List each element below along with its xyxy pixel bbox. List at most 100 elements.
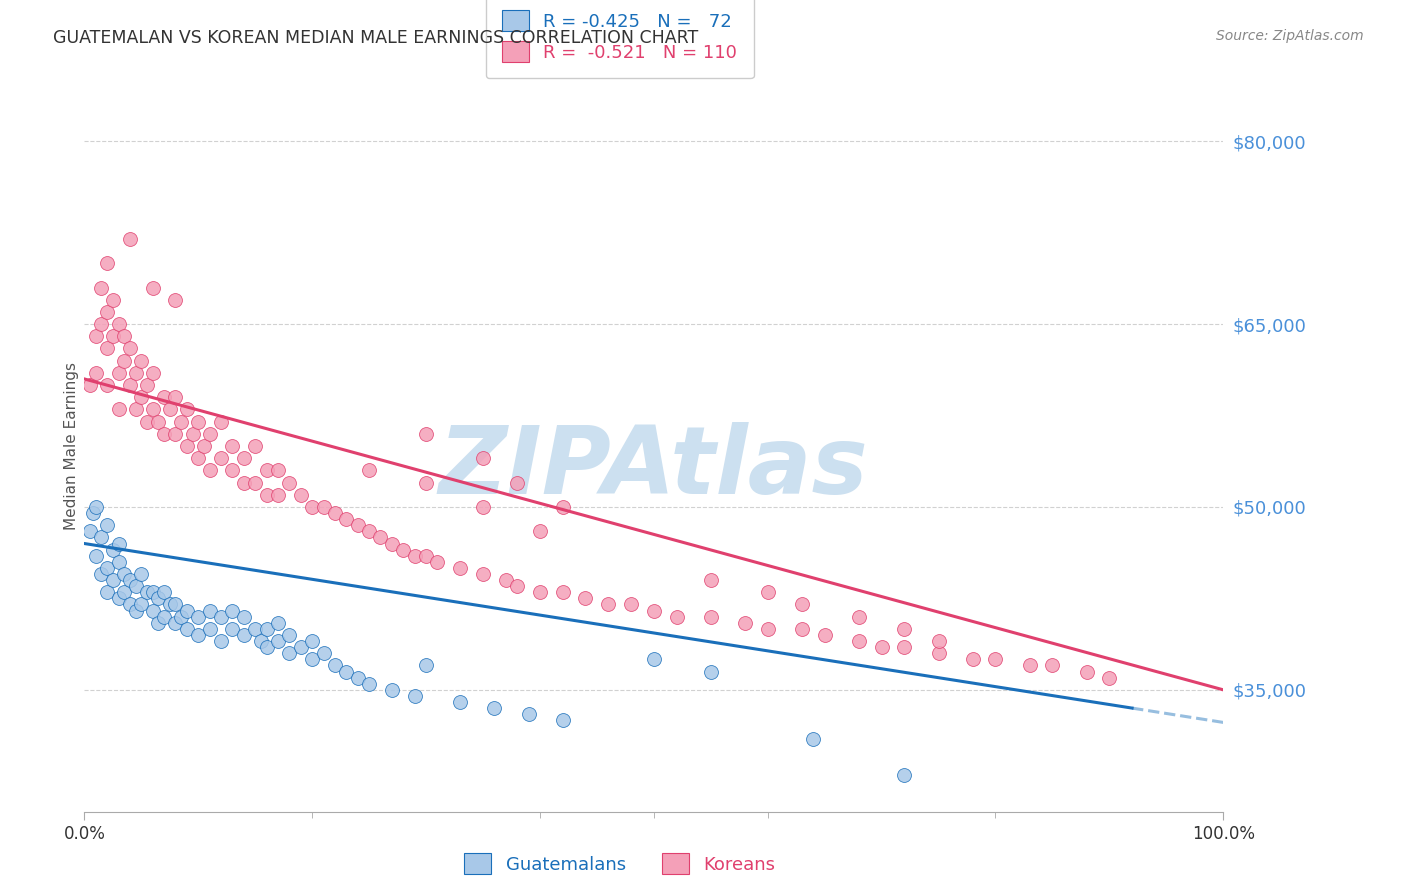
- Point: [79, 378, 101, 392]
- Point: [848, 609, 870, 624]
- Point: [90, 317, 112, 331]
- Point: [392, 542, 415, 557]
- Point: [153, 390, 176, 404]
- Point: [221, 603, 243, 617]
- Point: [187, 415, 209, 429]
- Point: [928, 634, 950, 648]
- Point: [153, 609, 176, 624]
- Point: [165, 426, 187, 441]
- Point: [278, 646, 301, 660]
- Y-axis label: Median Male Earnings: Median Male Earnings: [63, 362, 79, 530]
- Point: [814, 628, 837, 642]
- Point: [176, 439, 198, 453]
- Point: [245, 439, 267, 453]
- Point: [301, 500, 323, 514]
- Point: [700, 609, 723, 624]
- Point: [79, 524, 101, 539]
- Point: [193, 439, 215, 453]
- Point: [250, 634, 273, 648]
- Point: [221, 463, 243, 477]
- Point: [136, 415, 159, 429]
- Point: [643, 603, 665, 617]
- Text: Source: ZipAtlas.com: Source: ZipAtlas.com: [1216, 29, 1364, 43]
- Point: [142, 280, 165, 294]
- Point: [112, 585, 135, 599]
- Point: [256, 622, 278, 636]
- Point: [256, 640, 278, 655]
- Point: [82, 506, 104, 520]
- Point: [598, 598, 620, 612]
- Point: [700, 573, 723, 587]
- Point: [198, 426, 221, 441]
- Point: [136, 378, 159, 392]
- Point: [643, 652, 665, 666]
- Point: [90, 567, 112, 582]
- Point: [148, 615, 170, 630]
- Point: [176, 622, 198, 636]
- Point: [96, 305, 118, 319]
- Point: [267, 463, 290, 477]
- Point: [620, 598, 643, 612]
- Point: [312, 646, 335, 660]
- Point: [290, 640, 312, 655]
- Point: [142, 402, 165, 417]
- Point: [148, 591, 170, 606]
- Point: [335, 665, 357, 679]
- Point: [756, 622, 779, 636]
- Point: [893, 768, 915, 782]
- Point: [187, 628, 209, 642]
- Point: [198, 622, 221, 636]
- Point: [801, 731, 824, 746]
- Point: [256, 463, 278, 477]
- Point: [124, 603, 146, 617]
- Point: [232, 628, 254, 642]
- Point: [153, 585, 176, 599]
- Point: [131, 567, 153, 582]
- Point: [209, 609, 232, 624]
- Point: [107, 317, 129, 331]
- Point: [415, 426, 437, 441]
- Point: [449, 561, 471, 575]
- Point: [142, 603, 165, 617]
- Legend: Guatemalans, Koreans: Guatemalans, Koreans: [456, 844, 785, 883]
- Point: [381, 536, 404, 550]
- Point: [404, 689, 426, 703]
- Point: [370, 530, 392, 544]
- Point: [232, 475, 254, 490]
- Point: [790, 598, 813, 612]
- Point: [415, 658, 437, 673]
- Point: [198, 463, 221, 477]
- Point: [112, 567, 135, 582]
- Point: [84, 500, 107, 514]
- Point: [131, 598, 153, 612]
- Point: [165, 293, 187, 307]
- Point: [517, 707, 540, 722]
- Point: [574, 591, 596, 606]
- Point: [84, 329, 107, 343]
- Point: [187, 609, 209, 624]
- Point: [484, 701, 506, 715]
- Point: [506, 579, 529, 593]
- Point: [124, 402, 146, 417]
- Point: [1018, 658, 1040, 673]
- Point: [870, 640, 893, 655]
- Point: [142, 585, 165, 599]
- Point: [984, 652, 1007, 666]
- Point: [118, 598, 141, 612]
- Point: [170, 415, 193, 429]
- Point: [107, 536, 129, 550]
- Point: [209, 634, 232, 648]
- Point: [96, 518, 118, 533]
- Point: [495, 573, 517, 587]
- Point: [415, 475, 437, 490]
- Point: [426, 555, 449, 569]
- Point: [278, 628, 301, 642]
- Point: [198, 603, 221, 617]
- Point: [404, 549, 426, 563]
- Point: [101, 293, 124, 307]
- Point: [101, 573, 124, 587]
- Point: [181, 426, 204, 441]
- Point: [101, 329, 124, 343]
- Point: [301, 652, 323, 666]
- Point: [1042, 658, 1064, 673]
